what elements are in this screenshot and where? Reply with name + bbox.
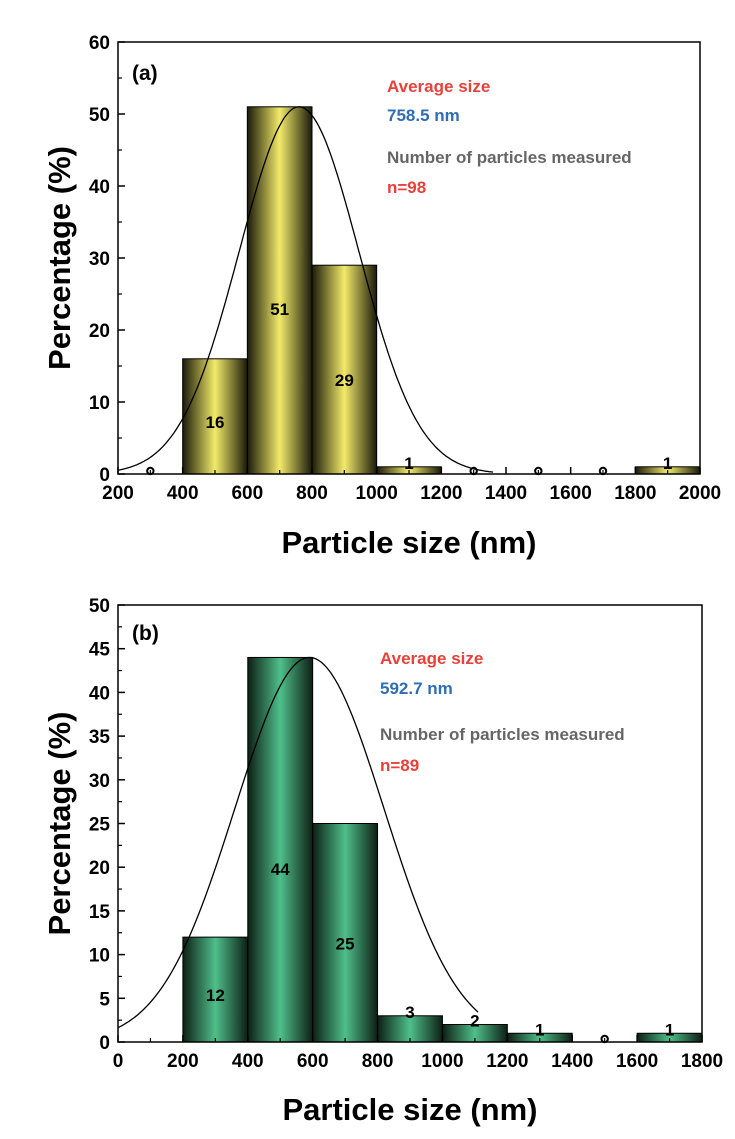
y-tick-label: 0 <box>99 465 110 486</box>
panel-label: (b) <box>132 622 159 645</box>
bar-value-label: 1 <box>663 454 672 473</box>
y-tick-label: 45 <box>89 640 111 661</box>
average-size-value: 758.5 nm <box>387 106 460 125</box>
bar-value-label: 1 <box>535 1020 544 1039</box>
y-axis-title: Percentage (%) <box>42 146 77 370</box>
x-tick-label: 1800 <box>681 1051 723 1072</box>
histogram-bar <box>246 106 313 475</box>
x-tick-label: 200 <box>102 483 134 504</box>
y-tick-label: 20 <box>89 321 110 342</box>
x-tick-label: 400 <box>232 1051 264 1072</box>
average-size-label: Average size <box>387 77 490 96</box>
x-axis-title: Particle size (nm) <box>283 1092 538 1127</box>
bar-value-label: 29 <box>335 371 354 390</box>
x-tick-label: 2000 <box>679 483 721 504</box>
y-tick-label: 40 <box>89 683 110 704</box>
x-tick-label: 1600 <box>550 483 592 504</box>
x-tick-label: 200 <box>167 1051 199 1072</box>
axes-group: 200 400 600 800 1000 1200 1400 1600 1800 2000 0 10 2… <box>89 33 721 504</box>
y-tick-label: 0 <box>99 1033 110 1054</box>
y-tick-label: 35 <box>89 727 111 748</box>
x-tick-label: 400 <box>167 483 199 504</box>
histogram-bar <box>182 358 248 475</box>
bar-value-label: 16 <box>206 413 225 432</box>
y-tick-label: 40 <box>89 177 110 198</box>
y-tick-label: 15 <box>89 902 111 923</box>
bar-value-label: 2 <box>470 1012 479 1031</box>
particle-count-value: n=98 <box>387 178 426 197</box>
y-tick-label: 60 <box>89 33 110 54</box>
histogram-bar <box>377 1015 443 1043</box>
bars-group: 16 51 29 1 1 <box>182 106 701 475</box>
x-tick-label: 0 <box>113 1051 124 1072</box>
x-tick-label: 800 <box>362 1051 394 1072</box>
bars-group: 12 44 25 3 2 1 1 <box>182 656 703 1043</box>
bar-value-label: 51 <box>270 300 289 319</box>
y-tick-label: 50 <box>89 596 110 617</box>
particle-count-label: Number of particles measured <box>380 725 625 744</box>
y-tick-label: 10 <box>89 393 110 414</box>
x-tick-label: 1600 <box>616 1051 658 1072</box>
x-tick-label: 600 <box>231 483 263 504</box>
x-tick-label: 600 <box>297 1051 329 1072</box>
bar-value-label: 1 <box>665 1020 674 1039</box>
gaussian-fit-curve <box>117 106 494 473</box>
x-tick-label: 800 <box>296 483 328 504</box>
bar-value-label: 44 <box>271 860 290 879</box>
histogram-bar <box>247 656 314 1043</box>
y-tick-label: 10 <box>89 946 110 967</box>
bar-value-label: 3 <box>405 1003 414 1022</box>
gaussian-fit-curve <box>117 656 479 1029</box>
x-tick-label: 1200 <box>420 483 462 504</box>
y-tick-label: 50 <box>89 105 110 126</box>
y-tick-label: 30 <box>89 771 110 792</box>
bar-value-label: 25 <box>336 935 355 954</box>
bar-value-label: 12 <box>206 986 225 1005</box>
y-tick-label: 25 <box>89 815 111 836</box>
x-tick-label: 1800 <box>614 483 656 504</box>
histogram-bar <box>311 264 378 475</box>
x-tick-label: 1400 <box>551 1051 593 1072</box>
y-tick-label: 5 <box>99 989 110 1010</box>
x-axis-title: Particle size (nm) <box>282 525 537 560</box>
average-size-value: 592.7 nm <box>380 679 453 698</box>
x-tick-label: 1000 <box>421 1051 463 1072</box>
particle-count-value: n=89 <box>380 756 419 775</box>
bar-value-label: 1 <box>404 454 413 473</box>
fit-curve-group <box>117 656 479 1029</box>
panel-label: (a) <box>132 62 158 85</box>
average-size-label: Average size <box>380 649 483 668</box>
y-tick-label: 20 <box>89 858 110 879</box>
y-axis-title: Percentage (%) <box>42 712 77 936</box>
fit-curve-group <box>117 106 494 473</box>
x-tick-label: 1400 <box>485 483 527 504</box>
y-tick-label: 30 <box>89 249 110 270</box>
particle-count-label: Number of particles measured <box>387 148 632 167</box>
axes-group: 0 200 400 600 800 1000 1200 1400 1600 1800 0 5 10 15 2… <box>89 596 723 1072</box>
x-tick-label: 1000 <box>356 483 398 504</box>
histogram-bar <box>182 936 249 1043</box>
histogram-bar <box>312 823 379 1043</box>
x-tick-label: 1200 <box>486 1051 528 1072</box>
